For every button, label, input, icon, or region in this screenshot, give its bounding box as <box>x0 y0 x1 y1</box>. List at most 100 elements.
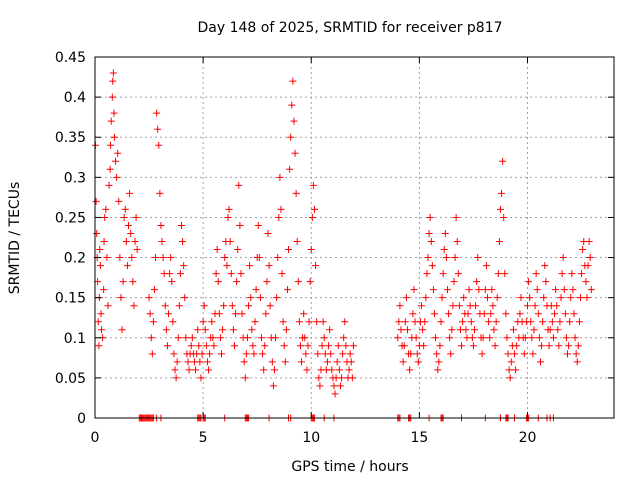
data-point <box>95 342 103 350</box>
data-point <box>128 254 136 262</box>
data-point <box>573 358 581 366</box>
data-point <box>527 318 535 326</box>
data-point <box>433 350 441 358</box>
data-point <box>440 246 448 254</box>
data-point <box>402 294 410 302</box>
data-point <box>181 294 189 302</box>
data-point <box>431 310 439 318</box>
data-point <box>499 157 507 165</box>
data-point <box>498 189 506 197</box>
data-point <box>333 358 341 366</box>
data-point <box>102 205 110 213</box>
data-point <box>520 350 528 358</box>
data-point <box>316 382 324 390</box>
data-point <box>252 286 260 294</box>
data-point <box>454 270 462 278</box>
data-point <box>574 342 582 350</box>
data-point <box>149 318 157 326</box>
data-point <box>432 334 440 342</box>
data-point <box>341 318 349 326</box>
data-point <box>292 189 300 197</box>
data-point <box>396 302 404 310</box>
data-point <box>307 246 315 254</box>
data-point <box>279 318 287 326</box>
data-point <box>223 262 231 270</box>
data-point <box>310 205 318 213</box>
data-point <box>325 342 333 350</box>
data-point <box>209 334 217 342</box>
data-point <box>184 358 192 366</box>
data-point <box>491 342 499 350</box>
data-point <box>225 205 233 213</box>
data-point <box>237 270 245 278</box>
data-point <box>273 294 281 302</box>
data-point <box>283 286 291 294</box>
data-point <box>263 278 271 286</box>
y-axis-label: SRMTID / TECUs <box>7 182 23 295</box>
data-point <box>114 149 122 157</box>
data-point <box>238 310 246 318</box>
data-point <box>110 109 118 117</box>
data-point <box>245 302 253 310</box>
data-point <box>162 326 170 334</box>
x-tick-label: 10 <box>302 430 320 446</box>
data-point <box>516 310 524 318</box>
data-point <box>304 342 312 350</box>
data-point <box>109 69 117 77</box>
data-point <box>323 358 331 366</box>
data-point <box>483 294 491 302</box>
data-point <box>326 326 334 334</box>
data-point <box>406 366 414 374</box>
data-point <box>585 238 593 246</box>
data-point <box>101 213 109 221</box>
data-point <box>552 286 560 294</box>
data-point <box>171 366 179 374</box>
data-point <box>460 294 468 302</box>
data-point <box>397 326 405 334</box>
data-point <box>480 310 488 318</box>
data-point <box>153 109 161 117</box>
data-point <box>346 350 354 358</box>
data-point <box>401 318 409 326</box>
data-point <box>561 310 569 318</box>
data-point <box>315 374 323 382</box>
data-point <box>473 278 481 286</box>
data-point <box>572 350 580 358</box>
data-point <box>170 350 178 358</box>
data-point <box>566 318 574 326</box>
data-point <box>474 254 482 262</box>
data-point <box>287 133 295 141</box>
data-point <box>210 342 218 350</box>
data-point <box>569 286 577 294</box>
data-point <box>236 221 244 229</box>
data-point <box>349 342 357 350</box>
data-point <box>241 374 249 382</box>
data-point <box>427 238 435 246</box>
data-point <box>464 310 472 318</box>
data-point <box>219 326 227 334</box>
data-point <box>327 350 335 358</box>
data-point <box>548 318 556 326</box>
data-point <box>421 318 429 326</box>
data-point <box>246 262 254 270</box>
data-point <box>559 254 567 262</box>
data-point <box>533 286 541 294</box>
data-point <box>295 318 303 326</box>
data-points <box>91 69 595 422</box>
data-point <box>451 254 459 262</box>
data-point <box>568 270 576 278</box>
data-point <box>269 382 277 390</box>
data-point <box>100 286 108 294</box>
data-point <box>424 254 432 262</box>
data-point <box>435 358 443 366</box>
data-point <box>187 342 195 350</box>
data-point <box>339 350 347 358</box>
data-point <box>107 141 115 149</box>
data-point <box>202 342 210 350</box>
data-point <box>278 270 286 278</box>
data-point <box>504 350 512 358</box>
data-point <box>436 342 444 350</box>
data-point <box>301 334 309 342</box>
data-point <box>524 302 531 310</box>
data-point <box>336 382 344 390</box>
